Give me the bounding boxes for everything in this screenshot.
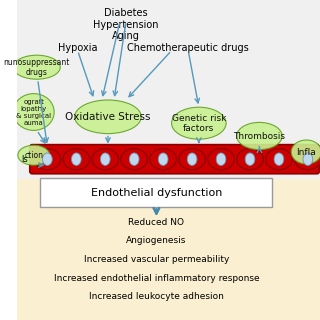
Ellipse shape — [150, 148, 176, 170]
Ellipse shape — [303, 153, 313, 165]
Ellipse shape — [274, 153, 284, 165]
Ellipse shape — [237, 148, 263, 170]
Text: Chemotherapeutic drugs: Chemotherapeutic drugs — [127, 43, 249, 53]
Ellipse shape — [75, 100, 141, 134]
Ellipse shape — [208, 148, 234, 170]
Ellipse shape — [129, 153, 139, 165]
Ellipse shape — [92, 148, 119, 170]
Ellipse shape — [266, 148, 292, 170]
Text: Increased vascular permeability: Increased vascular permeability — [84, 255, 229, 264]
Text: Hypoxia: Hypoxia — [58, 43, 97, 53]
Text: Endothelial dysfunction: Endothelial dysfunction — [91, 188, 222, 198]
Text: Angiogenesis: Angiogenesis — [126, 236, 187, 245]
Ellipse shape — [294, 148, 320, 170]
Text: Increased endothelial inflammatory response: Increased endothelial inflammatory respo… — [54, 274, 259, 283]
Ellipse shape — [216, 153, 226, 165]
Ellipse shape — [172, 107, 226, 139]
Ellipse shape — [100, 153, 110, 165]
Ellipse shape — [43, 153, 52, 165]
Text: Reduced NO: Reduced NO — [128, 218, 184, 227]
Text: ls: ls — [21, 155, 28, 164]
Ellipse shape — [158, 153, 168, 165]
Ellipse shape — [179, 148, 205, 170]
Text: nunosuppressant
drugs: nunosuppressant drugs — [4, 58, 70, 77]
Ellipse shape — [121, 148, 148, 170]
Ellipse shape — [187, 153, 197, 165]
Text: Oxidative Stress: Oxidative Stress — [65, 112, 151, 122]
Ellipse shape — [13, 93, 54, 131]
Ellipse shape — [71, 153, 81, 165]
Ellipse shape — [237, 123, 282, 150]
Ellipse shape — [13, 55, 60, 79]
Text: Genetic risk
factors: Genetic risk factors — [172, 114, 226, 133]
Text: Increased leukocyte adhesion: Increased leukocyte adhesion — [89, 292, 224, 301]
Text: Diabetes
Hypertension
Aging: Diabetes Hypertension Aging — [93, 8, 159, 41]
FancyBboxPatch shape — [30, 145, 319, 174]
FancyBboxPatch shape — [40, 178, 272, 207]
Ellipse shape — [18, 145, 50, 165]
Text: ction: ction — [24, 151, 43, 160]
Bar — [17, 0, 320, 179]
Text: Thrombosis: Thrombosis — [233, 132, 285, 140]
Bar — [17, 179, 320, 320]
Text: ograft
lopathy
& surgical
auma: ograft lopathy & surgical auma — [16, 99, 51, 125]
Ellipse shape — [245, 153, 255, 165]
Ellipse shape — [291, 140, 320, 164]
Ellipse shape — [63, 148, 90, 170]
Ellipse shape — [34, 148, 61, 170]
Text: Infla: Infla — [297, 148, 316, 156]
